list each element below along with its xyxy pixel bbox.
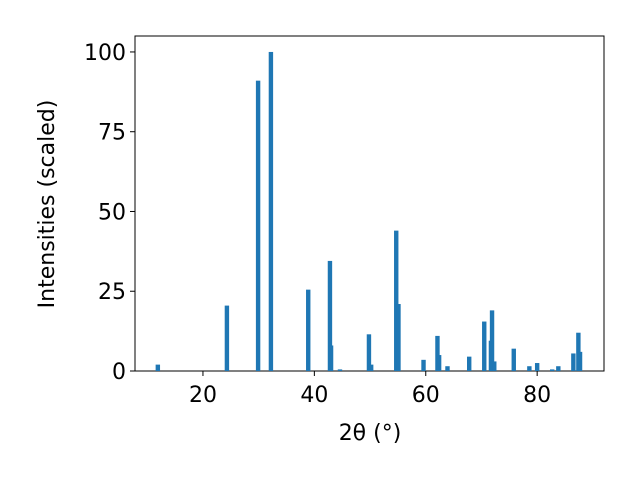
y-tick-label: 50	[98, 200, 126, 225]
x-tick-label: 80	[523, 383, 551, 408]
bar	[396, 304, 401, 371]
bar	[421, 359, 426, 371]
x-tick-label: 60	[412, 383, 440, 408]
bar	[337, 369, 343, 371]
bar	[534, 363, 540, 371]
bar	[571, 353, 576, 371]
x-tick-label: 40	[300, 383, 328, 408]
bar	[492, 361, 497, 371]
bar	[268, 51, 274, 371]
bar	[445, 366, 450, 371]
bar	[394, 230, 399, 371]
plot-frame	[134, 35, 605, 372]
bar	[255, 80, 261, 372]
bar	[467, 356, 472, 371]
bar	[549, 369, 555, 371]
bar	[306, 289, 311, 371]
y-tick-label: 75	[98, 121, 126, 146]
bar	[577, 351, 583, 371]
bar	[155, 364, 161, 371]
bar	[366, 334, 372, 371]
bar	[328, 345, 334, 371]
bar	[482, 321, 487, 371]
x-tick-label: 20	[189, 383, 217, 408]
bar	[556, 366, 561, 371]
bar	[368, 364, 374, 371]
bar	[327, 260, 333, 371]
y-tick-label: 25	[98, 280, 126, 305]
bar	[224, 305, 230, 371]
bar	[435, 335, 440, 371]
bar	[527, 366, 532, 371]
x-axis-label: 2θ (°)	[339, 421, 402, 446]
bar	[436, 355, 442, 371]
bar	[489, 310, 495, 371]
y-tick-label: 100	[84, 41, 126, 66]
bar	[511, 348, 516, 371]
y-tick-label: 0	[112, 360, 126, 385]
y-axis-label: Intensities (scaled)	[35, 100, 60, 309]
